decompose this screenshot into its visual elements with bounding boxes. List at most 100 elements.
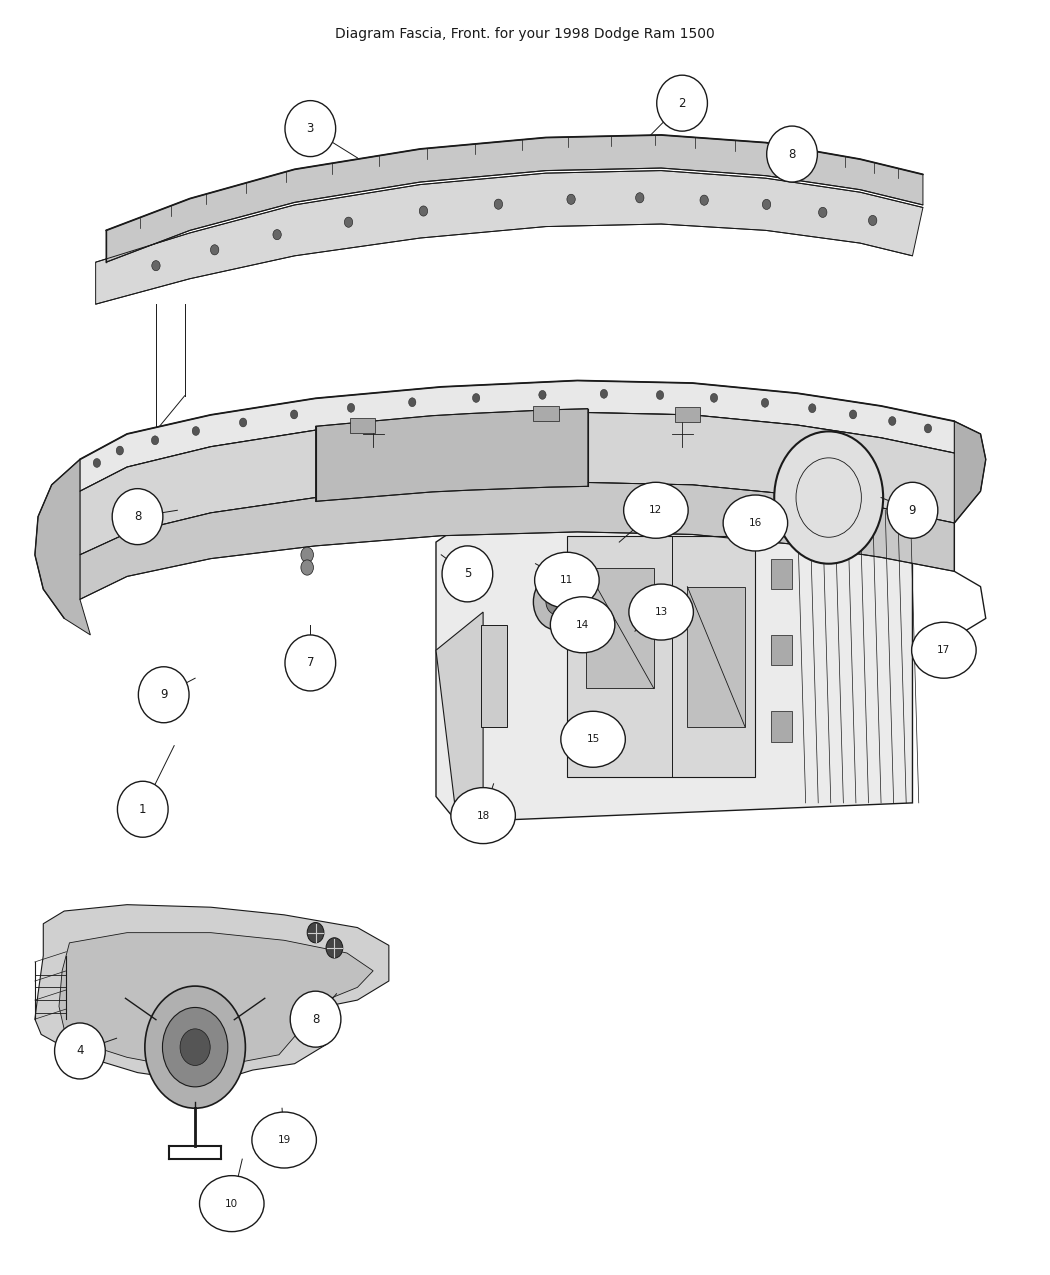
Circle shape bbox=[868, 215, 877, 226]
Text: 15: 15 bbox=[587, 734, 600, 745]
Circle shape bbox=[210, 245, 218, 255]
Circle shape bbox=[273, 230, 281, 240]
Polygon shape bbox=[80, 482, 954, 599]
Polygon shape bbox=[80, 380, 954, 491]
Ellipse shape bbox=[887, 482, 938, 538]
Circle shape bbox=[762, 199, 771, 209]
Circle shape bbox=[539, 390, 546, 399]
Text: 4: 4 bbox=[77, 1044, 84, 1057]
Text: 1: 1 bbox=[139, 803, 147, 816]
Circle shape bbox=[163, 1007, 228, 1086]
Ellipse shape bbox=[450, 788, 516, 844]
Ellipse shape bbox=[139, 667, 189, 723]
Bar bbox=[675, 407, 700, 422]
Circle shape bbox=[239, 418, 247, 427]
Bar bbox=[688, 586, 744, 727]
Ellipse shape bbox=[200, 1176, 264, 1232]
Ellipse shape bbox=[723, 495, 788, 551]
Bar bbox=[481, 625, 507, 727]
Circle shape bbox=[808, 404, 816, 413]
Bar bbox=[533, 407, 559, 422]
Circle shape bbox=[819, 208, 827, 218]
Bar bbox=[771, 711, 792, 742]
Circle shape bbox=[495, 199, 503, 209]
Circle shape bbox=[700, 195, 709, 205]
Circle shape bbox=[932, 635, 951, 658]
Text: 9: 9 bbox=[160, 688, 167, 701]
Circle shape bbox=[117, 446, 124, 455]
Circle shape bbox=[533, 574, 580, 630]
Polygon shape bbox=[80, 412, 954, 555]
Text: 13: 13 bbox=[654, 607, 668, 617]
Circle shape bbox=[192, 427, 200, 436]
Text: 17: 17 bbox=[938, 645, 950, 655]
Text: 18: 18 bbox=[477, 811, 489, 821]
Text: 8: 8 bbox=[133, 510, 141, 523]
Circle shape bbox=[291, 411, 298, 419]
Circle shape bbox=[93, 459, 101, 468]
Polygon shape bbox=[96, 171, 923, 305]
Text: 8: 8 bbox=[789, 148, 796, 161]
Circle shape bbox=[180, 1029, 210, 1066]
Bar bbox=[350, 418, 375, 434]
Text: 9: 9 bbox=[908, 504, 917, 516]
Bar bbox=[771, 558, 792, 589]
Polygon shape bbox=[954, 421, 986, 523]
Polygon shape bbox=[106, 135, 923, 263]
Text: 12: 12 bbox=[649, 505, 663, 515]
Polygon shape bbox=[436, 510, 912, 822]
Text: 2: 2 bbox=[678, 97, 686, 110]
Circle shape bbox=[348, 403, 355, 412]
Circle shape bbox=[774, 431, 883, 564]
Ellipse shape bbox=[766, 126, 817, 182]
Ellipse shape bbox=[629, 584, 693, 640]
Text: 19: 19 bbox=[277, 1135, 291, 1145]
Ellipse shape bbox=[252, 1112, 316, 1168]
Text: 8: 8 bbox=[312, 1012, 319, 1025]
Circle shape bbox=[711, 394, 717, 403]
Text: 7: 7 bbox=[307, 657, 314, 669]
Bar bbox=[771, 635, 792, 666]
Ellipse shape bbox=[118, 782, 168, 838]
Polygon shape bbox=[316, 409, 588, 501]
Circle shape bbox=[419, 207, 427, 215]
Polygon shape bbox=[567, 536, 755, 778]
Text: 16: 16 bbox=[749, 518, 762, 528]
Ellipse shape bbox=[285, 101, 336, 157]
Circle shape bbox=[145, 986, 246, 1108]
Circle shape bbox=[151, 436, 159, 445]
Circle shape bbox=[472, 394, 480, 403]
Circle shape bbox=[761, 398, 769, 407]
Ellipse shape bbox=[534, 552, 600, 608]
Ellipse shape bbox=[112, 488, 163, 544]
Ellipse shape bbox=[624, 482, 688, 538]
Text: 3: 3 bbox=[307, 122, 314, 135]
Ellipse shape bbox=[550, 597, 615, 653]
Circle shape bbox=[849, 411, 857, 419]
Polygon shape bbox=[436, 612, 483, 822]
Circle shape bbox=[152, 260, 161, 270]
Circle shape bbox=[888, 417, 896, 426]
Circle shape bbox=[567, 194, 575, 204]
Text: 10: 10 bbox=[225, 1198, 238, 1209]
Circle shape bbox=[308, 923, 324, 942]
Circle shape bbox=[408, 398, 416, 407]
Polygon shape bbox=[59, 932, 373, 1066]
Circle shape bbox=[924, 425, 931, 434]
Ellipse shape bbox=[285, 635, 336, 691]
Ellipse shape bbox=[442, 546, 492, 602]
Text: Diagram Fascia, Front. for your 1998 Dodge Ram 1500: Diagram Fascia, Front. for your 1998 Dod… bbox=[335, 27, 715, 41]
Ellipse shape bbox=[561, 711, 626, 768]
Circle shape bbox=[601, 389, 608, 398]
Circle shape bbox=[635, 193, 644, 203]
Ellipse shape bbox=[911, 622, 976, 678]
Text: 11: 11 bbox=[561, 575, 573, 585]
Polygon shape bbox=[35, 459, 90, 635]
Bar bbox=[586, 567, 654, 688]
Circle shape bbox=[344, 217, 353, 227]
Text: 14: 14 bbox=[576, 620, 589, 630]
Circle shape bbox=[546, 589, 567, 615]
Circle shape bbox=[301, 547, 314, 562]
Text: 5: 5 bbox=[464, 567, 471, 580]
Circle shape bbox=[656, 390, 664, 399]
